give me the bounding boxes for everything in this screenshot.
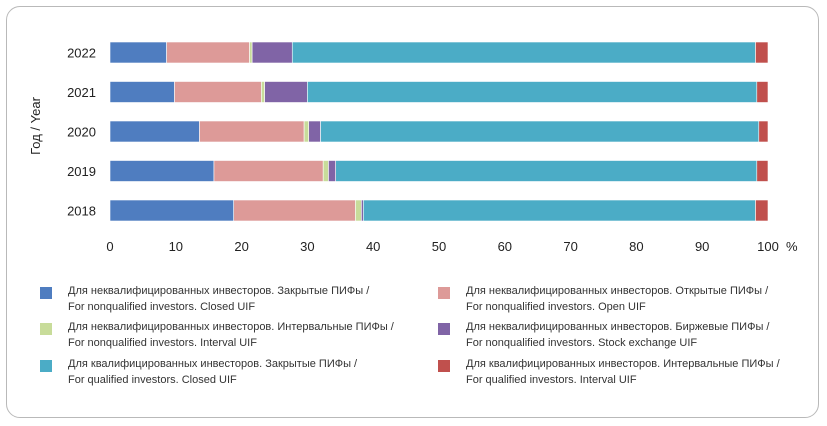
legend-swatch (40, 323, 52, 335)
legend-label-ru: Для квалифицированных инвесторов. Закрыт… (68, 358, 358, 370)
legend-text: Для неквалифицированных инвесторов. Закр… (68, 284, 369, 315)
category-label-2018: 2018 (67, 204, 96, 219)
legend-item-2: Для неквалифицированных инвесторов. Откр… (438, 284, 768, 315)
legend-label-ru: Для неквалифицированных инвесторов. Бирж… (466, 321, 770, 333)
legend-label-en: For qualified investors. Closed UIF (68, 373, 237, 386)
legend-label-en: For qualified investors. Interval UIF (466, 373, 637, 386)
bar-2022-series-1[interactable] (109, 41, 167, 64)
x-tick-label-80: 80 (629, 239, 643, 254)
x-tick-label-20: 20 (234, 239, 248, 254)
bar-2020-series-1[interactable] (109, 120, 200, 143)
x-tick-label-60: 60 (498, 239, 512, 254)
bar-2022-series-5[interactable] (291, 41, 756, 64)
y-axis-label: Год / Year (28, 96, 43, 154)
bar-2019-series-1[interactable] (109, 160, 215, 182)
bar-2018-series-3[interactable] (355, 199, 362, 222)
bar-2021-series-1[interactable] (109, 81, 175, 103)
x-tick-label-70: 70 (563, 239, 577, 254)
legend-text: Для неквалифицированных инвесторов. Бирж… (466, 320, 769, 351)
legend-label-ru: Для неквалифицированных инвесторов. Закр… (68, 285, 370, 297)
bar-2022-series-2[interactable] (166, 41, 250, 64)
legend-text: Для квалифицированных инвесторов. Закрыт… (68, 357, 357, 388)
x-tick-label-0: 0 (106, 239, 113, 254)
bar-2020-series-5[interactable] (320, 120, 760, 143)
legend-item-1: Для неквалифицированных инвесторов. Закр… (40, 284, 369, 315)
x-tick-label-90: 90 (695, 239, 709, 254)
bar-2018-series-2[interactable] (233, 199, 356, 222)
legend-swatch (438, 323, 450, 335)
legend-item-3: Для неквалифицированных инвесторов. Инте… (40, 320, 394, 351)
x-tick-label-30: 30 (300, 239, 314, 254)
bar-2019-series-4[interactable] (328, 160, 336, 182)
bar-2021-series-6[interactable] (756, 81, 769, 103)
category-label-2020: 2020 (67, 125, 96, 140)
legend-label-en: For nonqualified investors. Open UIF (466, 300, 646, 313)
legend-text: Для квалифицированных инвесторов. Интерв… (466, 357, 780, 388)
bar-2019-series-3[interactable] (322, 160, 329, 182)
bar-2021-series-3[interactable] (261, 81, 265, 103)
legend-item-6: Для квалифицированных инвесторов. Интерв… (438, 357, 780, 388)
bar-2022-series-3[interactable] (249, 41, 253, 64)
bar-2018-series-5[interactable] (363, 199, 756, 222)
legend-label-en: For nonqualified investors. Stock exchan… (466, 336, 698, 349)
category-label-2021: 2021 (67, 85, 96, 100)
bar-2020-series-4[interactable] (308, 120, 321, 143)
bar-2021-series-2[interactable] (174, 81, 262, 103)
legend-swatch (438, 287, 450, 299)
x-tick-label-40: 40 (366, 239, 380, 254)
bar-2019-series-2[interactable] (213, 160, 324, 182)
bar-2022-series-6[interactable] (755, 41, 769, 64)
bar-2018-series-6[interactable] (755, 199, 769, 222)
bar-2020-series-6[interactable] (758, 120, 769, 143)
legend-label-en: For nonqualified investors. Interval UIF (68, 336, 257, 349)
bar-2021-series-5[interactable] (307, 81, 758, 103)
bar-2020-series-3[interactable] (303, 120, 310, 143)
legend-text: Для неквалифицированных инвесторов. Откр… (466, 284, 768, 315)
category-label-2019: 2019 (67, 164, 96, 179)
bar-2019-series-5[interactable] (335, 160, 758, 182)
legend-label-ru: Для квалифицированных инвесторов. Интерв… (466, 358, 780, 370)
bar-2018-series-1[interactable] (109, 199, 234, 222)
x-tick-label-50: 50 (432, 239, 446, 254)
bar-2022-series-4[interactable] (251, 41, 293, 64)
legend-text: Для неквалифицированных инвесторов. Инте… (68, 320, 394, 351)
legend-swatch (40, 287, 52, 299)
legend-label-ru: Для неквалифицированных инвесторов. Инте… (68, 321, 394, 333)
legend-item-5: Для квалифицированных инвесторов. Закрыт… (40, 357, 357, 388)
legend-label-en: For nonqualified investors. Closed UIF (68, 300, 256, 313)
legend-swatch (438, 360, 450, 372)
bar-2020-series-2[interactable] (199, 120, 305, 143)
legend-item-4: Для неквалифицированных инвесторов. Бирж… (438, 320, 769, 351)
category-label-2022: 2022 (67, 46, 96, 61)
x-tick-label-100: 100 (757, 239, 779, 254)
bar-2021-series-4[interactable] (264, 81, 308, 103)
x-axis-unit: % (786, 239, 798, 254)
legend-label-ru: Для неквалифицированных инвесторов. Откр… (466, 285, 769, 297)
bar-2019-series-6[interactable] (756, 160, 769, 182)
x-tick-label-10: 10 (169, 239, 183, 254)
legend-swatch (40, 360, 52, 372)
